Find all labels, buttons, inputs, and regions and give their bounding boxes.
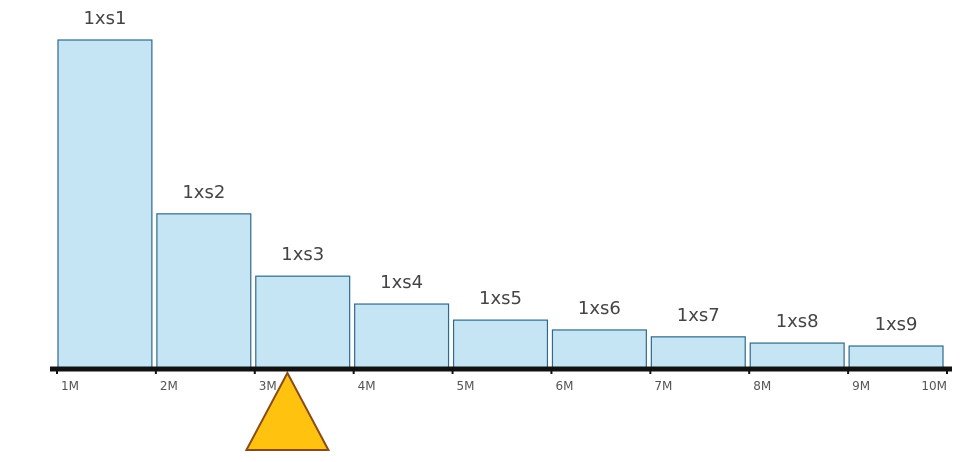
bar-label: 1xs1 xyxy=(83,8,126,29)
bar-label: 1xs7 xyxy=(677,305,720,326)
bar xyxy=(452,319,549,369)
bar xyxy=(551,329,647,369)
bar xyxy=(354,303,450,369)
bar-label: 1xs6 xyxy=(578,298,621,319)
x-tick-label: 5M xyxy=(457,379,475,393)
position-marker xyxy=(244,370,331,451)
bar xyxy=(749,342,845,369)
x-tick-label: 4M xyxy=(358,379,376,393)
x-tick-label: 1M xyxy=(61,379,79,393)
bar-label: 1xs2 xyxy=(182,182,225,203)
x-tick-label: 6M xyxy=(555,379,573,393)
bar-label: 1xs5 xyxy=(479,288,522,309)
x-tick-label: 3M xyxy=(259,379,277,393)
x-tick-label: 9M xyxy=(852,379,870,393)
x-tick-label: 2M xyxy=(160,379,178,393)
x-tick-label: 10M xyxy=(921,379,947,393)
bar xyxy=(848,345,944,369)
bar-label: 1xs4 xyxy=(380,272,423,293)
x-tick-label: 8M xyxy=(753,379,771,393)
x-tick-label: 7M xyxy=(654,379,672,393)
bar xyxy=(57,39,153,369)
bar xyxy=(156,213,252,369)
bar-label: 1xs3 xyxy=(281,244,324,265)
bar-label: 1xs9 xyxy=(875,314,918,335)
bar-label: 1xs8 xyxy=(776,311,819,332)
bar xyxy=(255,275,351,369)
bar xyxy=(650,336,746,369)
